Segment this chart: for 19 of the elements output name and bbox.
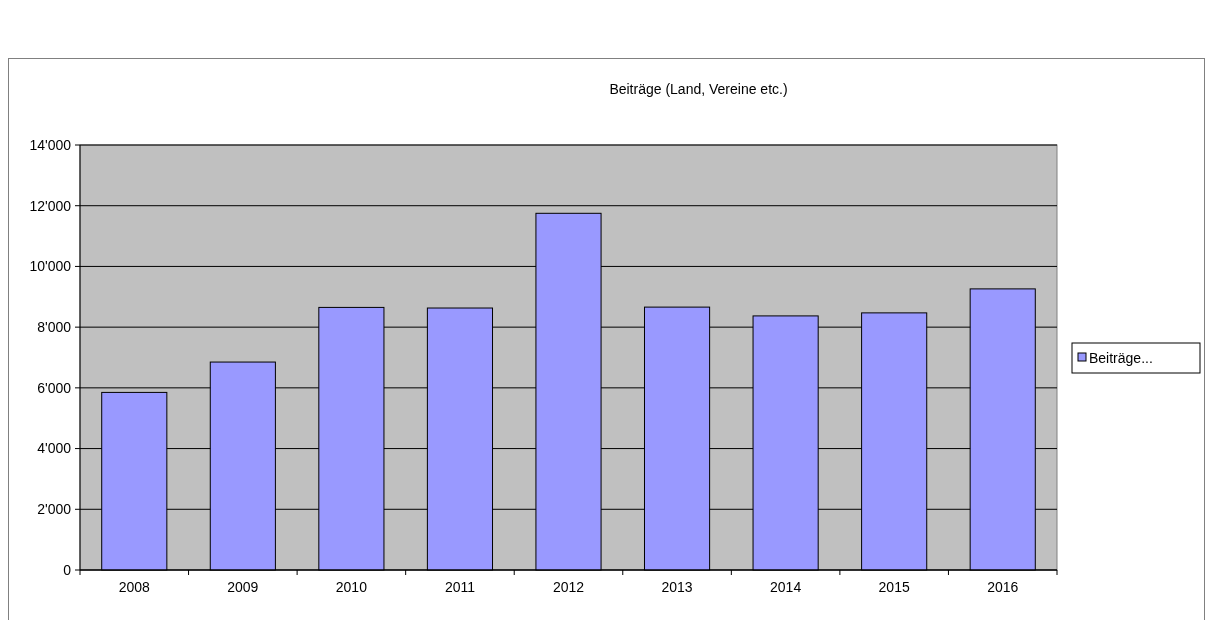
x-tick-label: 2010 — [335, 579, 368, 595]
y-tick-label: 10'000 — [29, 258, 72, 275]
x-tick-label: 2009 — [227, 579, 259, 595]
x-tick-label: 2015 — [878, 579, 910, 595]
x-tick-label: 2016 — [987, 579, 1019, 595]
x-tick-label: 2014 — [770, 579, 802, 595]
y-tick-label: 6'000 — [37, 379, 72, 396]
x-tick-label: 2008 — [118, 579, 151, 595]
y-tick-label: 4'000 — [37, 440, 72, 457]
y-tick-label: 14'000 — [29, 136, 72, 153]
y-tick-label: 0 — [63, 561, 72, 578]
y-tick-label: 12'000 — [29, 197, 72, 214]
chart-title: Beiträge (Land, Vereine etc.) — [609, 81, 788, 97]
y-tick-label: 8'000 — [37, 319, 72, 336]
x-tick-label: 2011 — [444, 579, 476, 595]
legend-label: Beiträge... — [1089, 349, 1153, 366]
x-tick-label: 2013 — [661, 579, 693, 595]
x-tick-label: 2012 — [552, 579, 585, 595]
y-tick-label: 2'000 — [37, 501, 72, 518]
